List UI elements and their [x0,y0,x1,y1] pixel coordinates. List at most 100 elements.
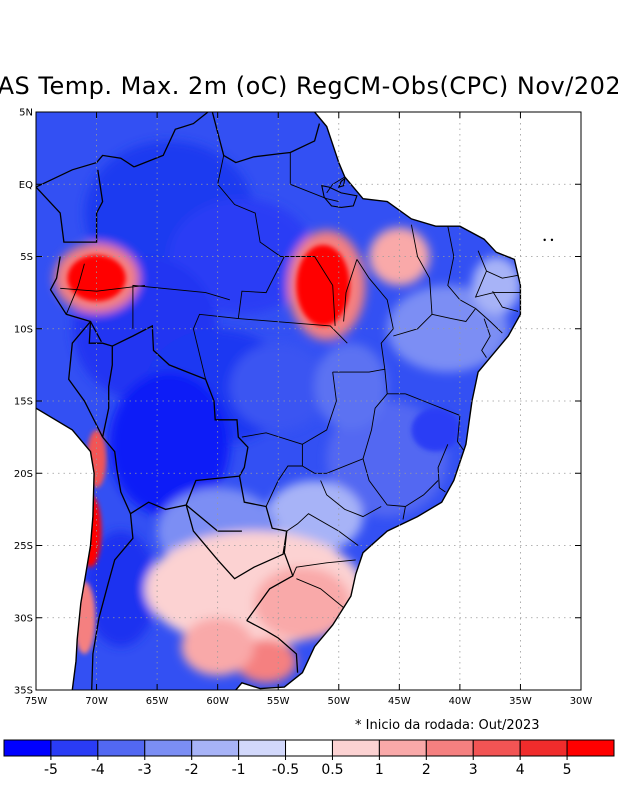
lat-label: 20S [14,469,33,480]
colorbar-label: -5 [44,762,58,778]
run-start-note: * Inicio da rodada: Out/2023 [355,718,540,733]
map-title: IAS Temp. Max. 2m (oC) RegCM-Obs(CPC) No… [0,72,618,100]
anomaly-patch-para-core [296,244,350,326]
colorbar-label: 4 [516,762,525,778]
lon-label: 75W [25,696,48,705]
anomaly-patch-south-brazil-warm [254,567,351,640]
state-border [286,513,359,546]
state-border [457,415,464,451]
colorbar-box [3,739,52,757]
lon-label: 55W [267,696,290,705]
anomaly-patch-goias [314,343,388,430]
lon-label: 60W [206,696,229,705]
west-coastline [36,406,95,690]
colorbar-box [144,739,193,757]
state-border [292,559,356,576]
colorbar-box [519,739,568,757]
colorbar-label: 3 [469,762,478,778]
colorbar-box [378,739,427,757]
state-border [332,259,394,373]
lat-label: 30S [14,613,33,624]
colorbar-label: -2 [185,762,199,778]
colorbar-box [472,739,521,757]
state-border [192,313,239,329]
state-border [320,480,382,518]
state-border [296,578,344,608]
state-border [326,176,346,194]
lon-label: 30W [570,696,593,705]
colorbar-label: -1 [232,762,246,778]
lat-label: 35S [14,686,33,697]
country-border [91,436,134,690]
state-border [481,318,491,358]
state-border [265,465,303,507]
colorbar-label: 0.5 [321,762,343,778]
lon-label: 40W [449,696,472,705]
longitude-labels: 75W 70W 65W 60W 55W 50W 45W 40W 35W 30W [25,696,593,705]
state-border [371,369,388,430]
country-border [49,256,249,477]
state-border [492,290,519,312]
island-dot [550,238,554,242]
colorbar-box [425,739,474,757]
state-border [393,224,433,337]
state-border [192,328,207,380]
lon-label: 50W [327,696,350,705]
colorbar-box [566,739,615,757]
anomaly-patch-ne-coast [472,256,521,315]
colorbar-label: 2 [422,762,431,778]
country-border [185,504,288,580]
state-border [65,263,85,315]
lat-label: 25S [14,541,33,552]
state-border [475,308,503,334]
lon-label: 35W [509,696,532,705]
state-border [402,480,439,520]
state-border [238,318,348,344]
colorbar-label: -4 [91,762,105,778]
colorbar-boxes [3,739,615,760]
island-dot [543,238,546,242]
colorbar-box [285,739,333,757]
state-border [132,284,230,329]
state-border [447,226,476,309]
state-border [343,259,358,322]
colorbar-box [238,739,287,757]
state-border [362,458,406,507]
colorbar-label: 5 [563,762,572,778]
anomaly-shading [36,112,521,690]
country-border [68,321,104,438]
lat-label: 5N [19,108,33,119]
lat-label: 5S [20,252,33,263]
anomaly-map: 5N EQ 5S 10S 15S 20S 25S 30S 35S 75W 70W 65W 60W 55W… [14,108,593,706]
anomaly-patch-chile-central-warm [79,494,102,568]
colorbar-box [191,739,240,757]
lat-label: EQ [19,180,33,191]
country-border [133,112,210,168]
lat-label: 10S [14,324,33,335]
lon-label: 70W [85,696,108,705]
colorbar-label: 1 [375,762,384,778]
lon-label: 65W [146,696,169,705]
country-border [211,112,321,164]
state-border [474,270,521,298]
colorbar-labels: -5 -4 -3 -2 -1 -0.5 0.5 1 2 3 4 5 [44,762,572,778]
country-border [89,321,102,343]
colorbar-label: -0.5 [272,762,299,778]
state-border [477,250,519,279]
colorbar-label: -3 [138,762,152,778]
state-border [301,372,337,474]
colorbar-box [331,739,380,757]
anomaly-patch-minas-core [411,408,460,452]
state-border [314,429,372,474]
state-border [431,308,476,322]
colorbar: -5 -4 -3 -2 -1 -0.5 0.5 1 2 3 4 5 [3,739,615,778]
state-border [437,444,449,493]
state-border [289,152,339,203]
country-border [36,169,104,243]
latitude-labels: 5N EQ 5S 10S 15S 20S 25S 30S 35S [14,108,33,697]
country-border [246,620,299,673]
colorbar-box [50,739,99,757]
colorbar-box [97,739,146,757]
axis-ticks [35,111,582,691]
state-border [60,284,146,292]
